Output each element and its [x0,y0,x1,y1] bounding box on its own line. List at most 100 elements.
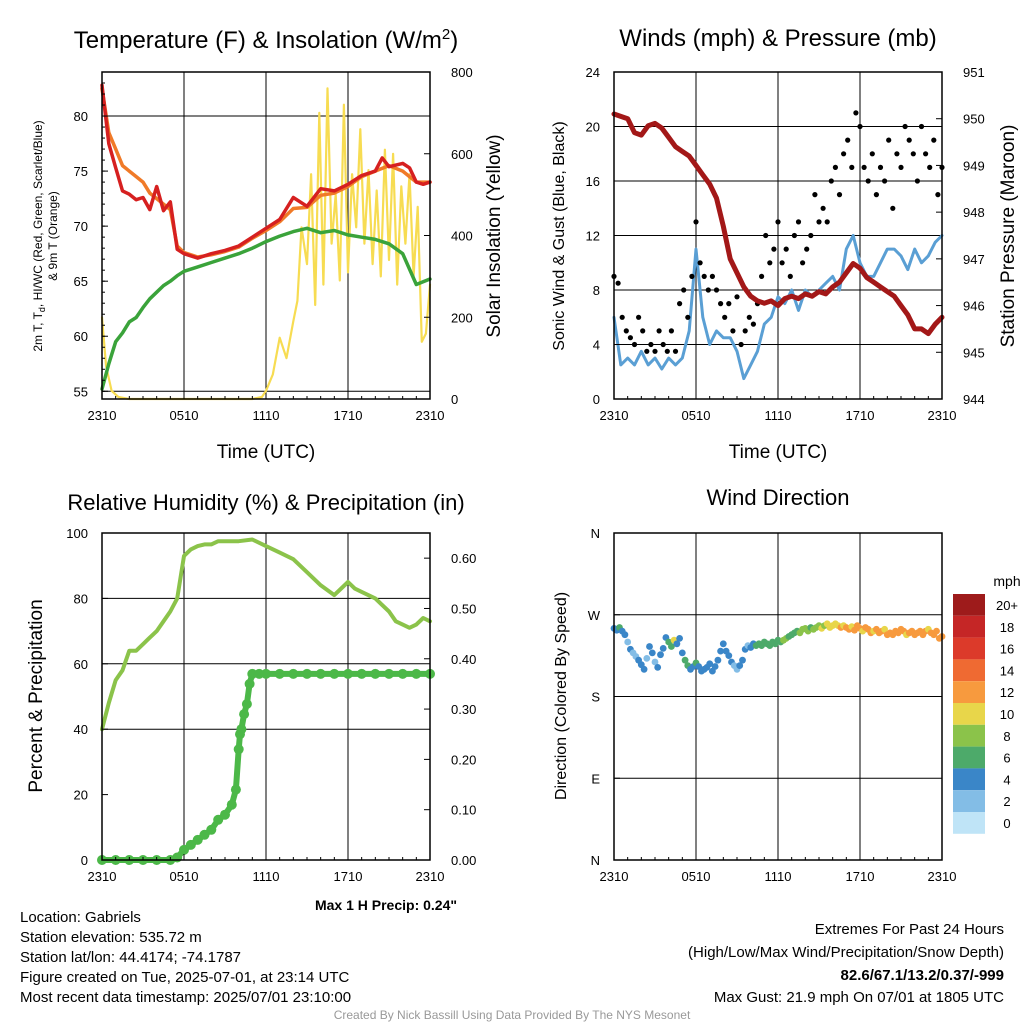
precip-point [213,814,224,825]
precip-point [233,744,244,755]
wind-pressure-series [611,110,945,381]
x-tick-label: 1710 [334,408,363,423]
series-station-pressure [611,111,945,337]
gust-point [832,164,839,170]
y-left-tick-label: 16 [586,174,600,189]
gust-point [791,232,798,239]
temperature-xlabel: Time (UTC) [217,442,316,463]
gust-point [693,219,699,225]
gust-point [615,280,621,286]
direction-point [676,635,683,642]
direction-point [711,663,719,670]
gust-point [890,205,896,211]
gust-point [808,232,814,239]
max-gust-text: Max Gust: 21.9 mph On 07/01 at 1805 UTC [714,989,1004,1006]
direction-point [725,652,733,659]
y-left-tick-label: 55 [74,384,88,399]
direction-point [706,660,714,668]
x-tick-label: 0510 [170,408,199,423]
series-relative-humidity [100,537,432,732]
precip-point [384,668,394,679]
precip-point [397,668,408,679]
y-right-tick-label: 945 [963,345,985,360]
direction-point [736,662,744,669]
legend-label: 18 [1000,620,1014,635]
x-tick-label: 0510 [170,869,199,884]
precip-point [274,668,285,679]
y-left-tick-label: 75 [74,164,88,179]
precip-point [329,668,340,679]
gust-point [894,151,900,157]
gust-point [734,294,740,300]
gust-point [877,164,884,170]
precip-point [226,799,237,810]
gust-point [664,348,670,354]
temperature-ylabel-left-line1: 2m T, Td, HI/WC (Red, Green, Scarlet/Blu… [31,120,47,351]
y-left-tick-label: S [591,690,600,705]
gust-point [918,123,925,130]
recent-data-text: Most recent data timestamp: 2025/07/01 2… [20,989,351,1006]
gust-point [644,348,650,354]
y-right-tick-label: 951 [963,65,985,80]
legend-label: 6 [1003,751,1010,766]
gust-point [927,164,933,170]
legend-label: 10 [1000,707,1014,722]
precip-point [236,724,247,735]
direction-point [881,625,888,633]
gust-point [767,260,773,266]
gust-point [816,219,822,225]
x-tick-label: 1710 [846,408,875,423]
legend-label: 14 [1000,663,1014,678]
legend-swatch [953,812,985,834]
direction-point [651,658,659,666]
direction-point [714,656,722,664]
temperature-panel: Temperature (F) & Insolation (W/m2) 2310… [31,26,505,463]
gust-point [746,314,752,320]
latlon-text: Station lat/lon: 44.4174; -74.1787 [20,949,241,966]
gust-point [775,219,781,225]
y-right-tick-label: 0.30 [451,702,476,717]
gust-point [898,164,904,170]
extremes-values: 82.6/67.1/13.2/0.37/-999 [841,967,1004,984]
y-left-tick-label: 40 [74,722,88,737]
y-right-tick-label: 600 [451,147,473,162]
x-tick-label: 1110 [253,869,280,884]
x-tick-label: 2310 [928,869,957,884]
gust-point [738,341,744,348]
direction-point [668,643,675,650]
wind-pressure-title: Winds (mph) & Pressure (mb) [619,25,936,52]
y-left-tick-label: 80 [74,109,88,124]
precip-point [230,784,241,795]
series-sonic-wind [612,234,944,381]
y-left-tick-label: 70 [74,219,88,234]
temperature-title: Temperature (F) & Insolation (W/m2) [74,26,458,54]
gust-point [865,178,871,184]
legend-label: 20+ [996,598,1018,613]
y-right-tick-label: 948 [963,205,985,220]
wind-direction-ylabel: Direction (Colored By Speed) [553,592,570,800]
gust-point [648,341,654,348]
gust-point [718,301,724,307]
humidity-precip-title: Relative Humidity (%) & Precipitation (i… [67,490,464,515]
x-tick-label: 2310 [600,408,629,423]
y-left-tick-label: E [591,771,600,786]
gust-point [730,328,736,334]
y-left-tick-label: 12 [586,229,600,244]
extremes-title: Extremes For Past 24 Hours [815,921,1004,938]
y-right-tick-label: 0.50 [451,601,476,616]
x-tick-label: 2310 [416,408,445,423]
legend-label: 4 [1003,772,1010,787]
gust-point [689,273,695,279]
y-left-tick-label: 60 [74,657,88,672]
legend-label: 8 [1003,729,1010,744]
direction-point [657,651,664,659]
gust-point [882,178,888,184]
precip-point [370,668,381,679]
legend-label: 12 [1000,685,1014,700]
legend-swatch [953,615,985,638]
pressure-ylabel-right: Station Pressure (Maroon) [998,125,1019,348]
series-td [100,226,432,391]
